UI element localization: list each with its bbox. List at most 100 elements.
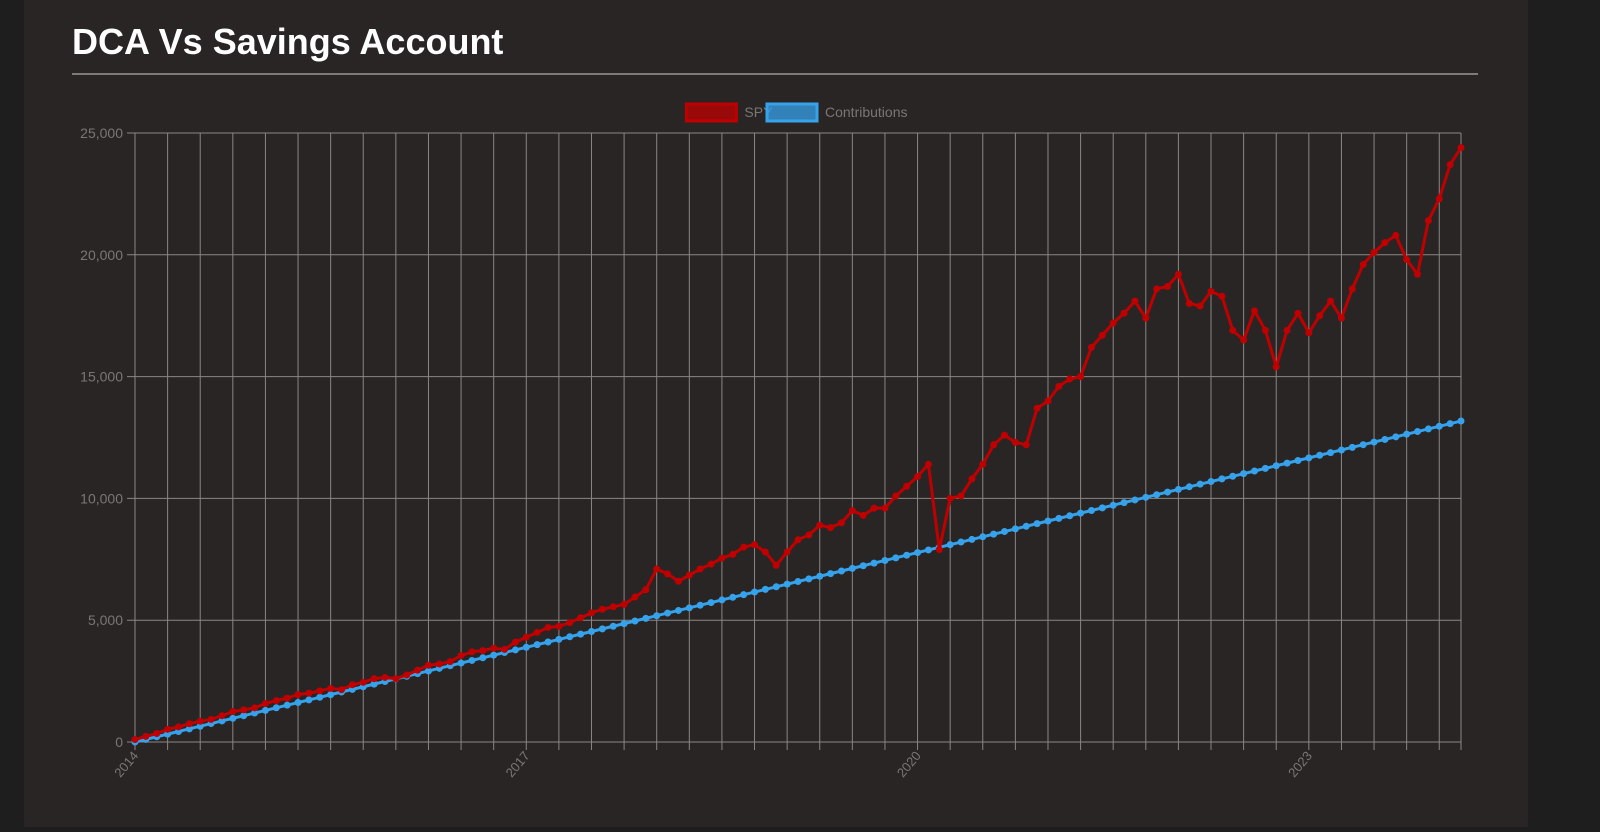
data-point <box>609 603 617 611</box>
data-point <box>1218 475 1226 483</box>
data-point <box>414 666 422 674</box>
data-point <box>859 511 867 519</box>
data-point <box>1174 270 1182 278</box>
data-point <box>348 681 356 689</box>
data-point <box>1381 435 1389 443</box>
data-point <box>729 593 737 601</box>
data-point <box>261 700 269 708</box>
data-point <box>1414 428 1422 436</box>
data-point <box>1087 343 1095 351</box>
data-point <box>1414 270 1422 278</box>
data-point <box>577 614 585 622</box>
data-point <box>577 630 585 638</box>
data-point <box>1055 514 1063 522</box>
data-point <box>1261 326 1269 334</box>
data-point <box>251 704 259 712</box>
data-point <box>837 519 845 527</box>
data-point <box>1207 478 1215 486</box>
data-point <box>1316 451 1324 459</box>
data-point <box>761 585 769 593</box>
data-point <box>827 570 835 578</box>
data-point <box>1250 307 1258 315</box>
data-point <box>229 708 237 716</box>
data-point <box>1305 454 1313 462</box>
data-point <box>261 706 269 714</box>
data-point <box>696 601 704 609</box>
data-point <box>816 572 824 580</box>
data-point <box>740 543 748 551</box>
data-point <box>316 693 324 701</box>
data-point <box>631 617 639 625</box>
data-point <box>761 548 769 556</box>
data-point <box>403 671 411 679</box>
data-point <box>1337 314 1345 322</box>
data-point <box>1348 443 1356 451</box>
data-point <box>783 548 791 556</box>
data-point <box>533 641 541 649</box>
data-point <box>892 554 900 562</box>
data-point <box>1011 438 1019 446</box>
data-point <box>979 533 987 541</box>
y-tick-label: 5,000 <box>88 612 123 628</box>
data-point <box>1120 499 1128 507</box>
data-point <box>1457 417 1465 425</box>
data-point <box>468 656 476 664</box>
data-point <box>1424 425 1432 433</box>
data-point <box>1044 517 1052 525</box>
data-point <box>1109 319 1117 327</box>
data-point <box>946 541 954 549</box>
data-point <box>751 588 759 596</box>
data-point <box>718 554 726 562</box>
data-point <box>1446 420 1454 428</box>
data-point <box>174 723 182 731</box>
data-point <box>1240 470 1248 478</box>
data-point <box>131 736 139 744</box>
data-point <box>979 460 987 468</box>
chart-title: DCA Vs Savings Account <box>72 21 503 62</box>
data-point <box>1153 491 1161 499</box>
data-point <box>653 565 661 573</box>
data-point <box>837 567 845 575</box>
data-point <box>903 482 911 490</box>
data-point <box>1087 506 1095 514</box>
data-point <box>490 644 498 652</box>
data-point <box>935 546 943 554</box>
data-point <box>283 701 291 709</box>
data-point <box>511 646 519 654</box>
data-point <box>1196 480 1204 488</box>
data-point <box>620 620 628 628</box>
data-point <box>392 675 400 683</box>
data-point <box>522 633 530 641</box>
y-tick-label: 15,000 <box>80 369 123 385</box>
data-point <box>1109 501 1117 509</box>
data-point <box>1392 231 1400 239</box>
data-point <box>1033 520 1041 528</box>
legend-swatch <box>684 102 738 123</box>
data-point <box>544 624 552 632</box>
data-point <box>1142 493 1150 501</box>
data-point <box>1327 297 1335 305</box>
data-point <box>609 622 617 630</box>
data-point <box>881 556 889 564</box>
data-point <box>555 622 563 630</box>
data-point <box>1077 373 1085 381</box>
data-point <box>1294 309 1302 317</box>
data-point <box>968 475 976 483</box>
data-point <box>272 704 280 712</box>
data-point <box>642 586 650 594</box>
data-point <box>1142 314 1150 322</box>
data-point <box>1077 509 1085 517</box>
data-point <box>990 441 998 449</box>
data-point <box>305 689 313 697</box>
data-point <box>1022 522 1030 530</box>
data-point <box>185 725 193 733</box>
legend-label: Contributions <box>825 104 908 120</box>
data-point <box>359 678 367 686</box>
data-point <box>1240 336 1248 344</box>
data-point <box>707 599 715 607</box>
data-point <box>1098 331 1106 339</box>
data-point <box>1370 248 1378 256</box>
data-point <box>707 560 715 568</box>
